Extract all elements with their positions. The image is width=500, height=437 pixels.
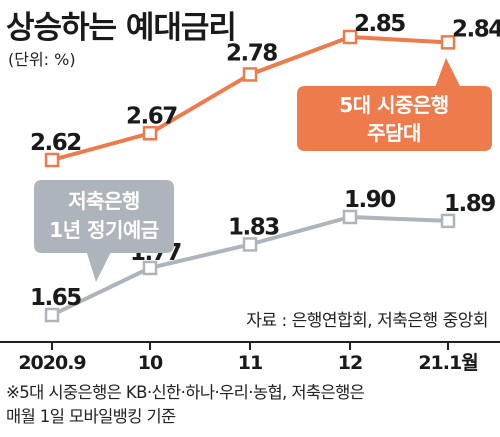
data-point (44, 152, 60, 168)
data-label: 2.85 (354, 11, 405, 37)
chart-title: 상승하는 예대금리 (6, 10, 237, 46)
data-point (440, 35, 456, 50)
data-label: 1.90 (344, 187, 395, 213)
x-tick-label: 12 (338, 352, 362, 374)
data-point (142, 260, 158, 276)
data-point (342, 29, 358, 45)
x-tick-label: 10 (138, 352, 163, 374)
data-label: 2.78 (226, 40, 277, 66)
x-tick-label: 11 (238, 352, 262, 374)
data-point (342, 209, 358, 225)
data-point (440, 213, 456, 229)
data-point (242, 67, 258, 82)
data-label: 2.84 (452, 16, 500, 42)
footnote: ※5대 시중은행은 KB·신한·하나·우리·농협, 저축은행은 매월 1일 모바… (6, 381, 365, 429)
data-label: 2.62 (30, 130, 81, 156)
series-label-line: 저축은행 (68, 189, 140, 213)
series-label-box (297, 86, 492, 151)
series-label-pointer (86, 250, 112, 282)
series-label-line: 5대 시중은행 (339, 93, 448, 117)
footnote-line-1: ※5대 시중은행은 KB·신한·하나·우리·농협, 저축은행은 (6, 383, 365, 402)
data-point (142, 126, 158, 141)
series-label-line: 1년 정기예금 (49, 218, 158, 242)
data-label: 1.89 (444, 191, 495, 217)
series-label-line: 주담대 (367, 121, 421, 145)
unit-label: (단위: %) (8, 50, 76, 69)
source-note: 자료 : 은행연합회, 저축은행 중앙회 (246, 311, 488, 331)
data-label: 1.83 (228, 214, 279, 240)
data-label: 1.65 (30, 285, 81, 311)
data-label: 2.67 (126, 103, 177, 129)
data-point (242, 237, 258, 252)
footnote-line-2: 매월 1일 모바일뱅킹 기준 (6, 407, 176, 426)
x-tick-label: 21.1월 (418, 352, 477, 374)
series-label-pointer (434, 58, 462, 90)
x-tick-label: 2020.9 (18, 352, 85, 374)
series-label-box (34, 180, 174, 253)
data-point (44, 307, 60, 323)
